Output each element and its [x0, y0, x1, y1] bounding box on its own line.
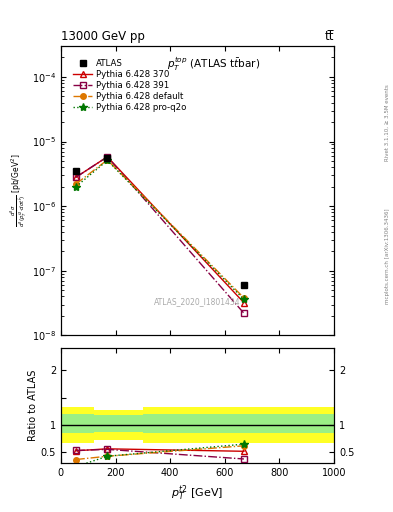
Pythia 6.428 391 — [105, 154, 110, 160]
Y-axis label: Ratio to ATLAS: Ratio to ATLAS — [28, 370, 38, 441]
Line: Pythia 6.428 370: Pythia 6.428 370 — [73, 154, 247, 306]
Pythia 6.428 391 — [242, 310, 246, 316]
Pythia 6.428 default — [105, 157, 110, 163]
Text: $p_T^{top}$ (ATLAS t$\bar{t}$bar): $p_T^{top}$ (ATLAS t$\bar{t}$bar) — [167, 55, 261, 73]
Text: mcplots.cern.ch [arXiv:1306.3436]: mcplots.cern.ch [arXiv:1306.3436] — [385, 208, 390, 304]
Line: Pythia 6.428 default: Pythia 6.428 default — [73, 157, 247, 301]
Line: Pythia 6.428 391: Pythia 6.428 391 — [73, 154, 247, 316]
Pythia 6.428 370 — [73, 174, 78, 180]
Pythia 6.428 391 — [73, 174, 78, 180]
Text: 13000 GeV pp: 13000 GeV pp — [61, 30, 145, 43]
Text: ATLAS_2020_I1801434: ATLAS_2020_I1801434 — [154, 297, 241, 306]
Y-axis label: $\frac{d^2\sigma}{d^2(p_T^{t2}{\cdot}d\sigma t^{\bar{t}})}$ [pb/GeV$^2$]: $\frac{d^2\sigma}{d^2(p_T^{t2}{\cdot}d\s… — [8, 154, 29, 227]
Pythia 6.428 default — [73, 181, 78, 187]
Text: Rivet 3.1.10, ≥ 3.5M events: Rivet 3.1.10, ≥ 3.5M events — [385, 84, 390, 161]
Pythia 6.428 pro-q2o — [73, 184, 78, 190]
Pythia 6.428 370 — [242, 300, 246, 306]
ATLAS — [242, 282, 246, 288]
Pythia 6.428 default — [242, 295, 246, 301]
X-axis label: $p_T^{t2}$ [GeV]: $p_T^{t2}$ [GeV] — [171, 484, 224, 503]
Pythia 6.428 pro-q2o — [242, 296, 246, 303]
Line: ATLAS: ATLAS — [73, 155, 247, 288]
Line: Pythia 6.428 pro-q2o: Pythia 6.428 pro-q2o — [72, 156, 248, 304]
Legend: ATLAS, Pythia 6.428 370, Pythia 6.428 391, Pythia 6.428 default, Pythia 6.428 pr: ATLAS, Pythia 6.428 370, Pythia 6.428 39… — [71, 56, 189, 115]
ATLAS — [73, 168, 78, 174]
Pythia 6.428 370 — [105, 154, 110, 160]
ATLAS — [105, 155, 110, 161]
Text: tt̅: tt̅ — [325, 30, 334, 43]
Pythia 6.428 pro-q2o — [105, 157, 110, 163]
